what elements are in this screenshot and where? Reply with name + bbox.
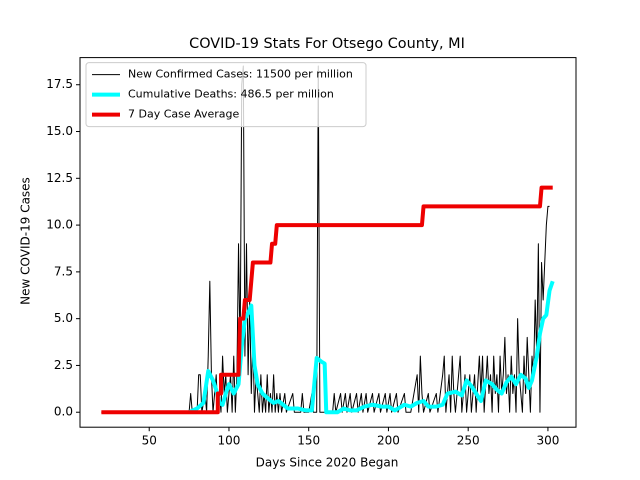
y-tick-label: 0.0 [54,405,73,419]
x-tick-label: 300 [536,434,559,448]
x-axis-label: Days Since 2020 Began [256,456,399,470]
plot-area [101,65,555,415]
legend-label: Cumulative Deaths: 486.5 per million [128,88,334,101]
chart-title: COVID-19 Stats For Otsego County, MI [189,36,465,52]
y-tick-label: 15.0 [46,124,73,138]
legend-label: 7 Day Case Average [128,108,240,121]
series-line [101,185,553,415]
axes-frame [79,57,577,428]
x-tick-label: 150 [297,434,320,448]
x-tick-label: 100 [218,434,241,448]
legend-box [85,62,367,128]
y-tick-label: 5.0 [54,311,73,325]
y-axis-label: New COVID-19 Cases [19,177,33,305]
legend-label: New Confirmed Cases: 11500 per million [128,68,353,81]
y-tick-label: 10.0 [46,218,73,232]
legend: New Confirmed Cases: 11500 per million Cu… [85,62,367,128]
x-tick-label: 50 [142,434,157,448]
y-tick-label: 7.5 [54,264,73,278]
y-tick-label: 17.5 [46,77,73,91]
y-tick-label: 12.5 [46,171,73,185]
x-tick-label: 200 [377,434,400,448]
y-tick-label: 2.5 [54,358,73,372]
x-tick-label: 250 [457,434,480,448]
